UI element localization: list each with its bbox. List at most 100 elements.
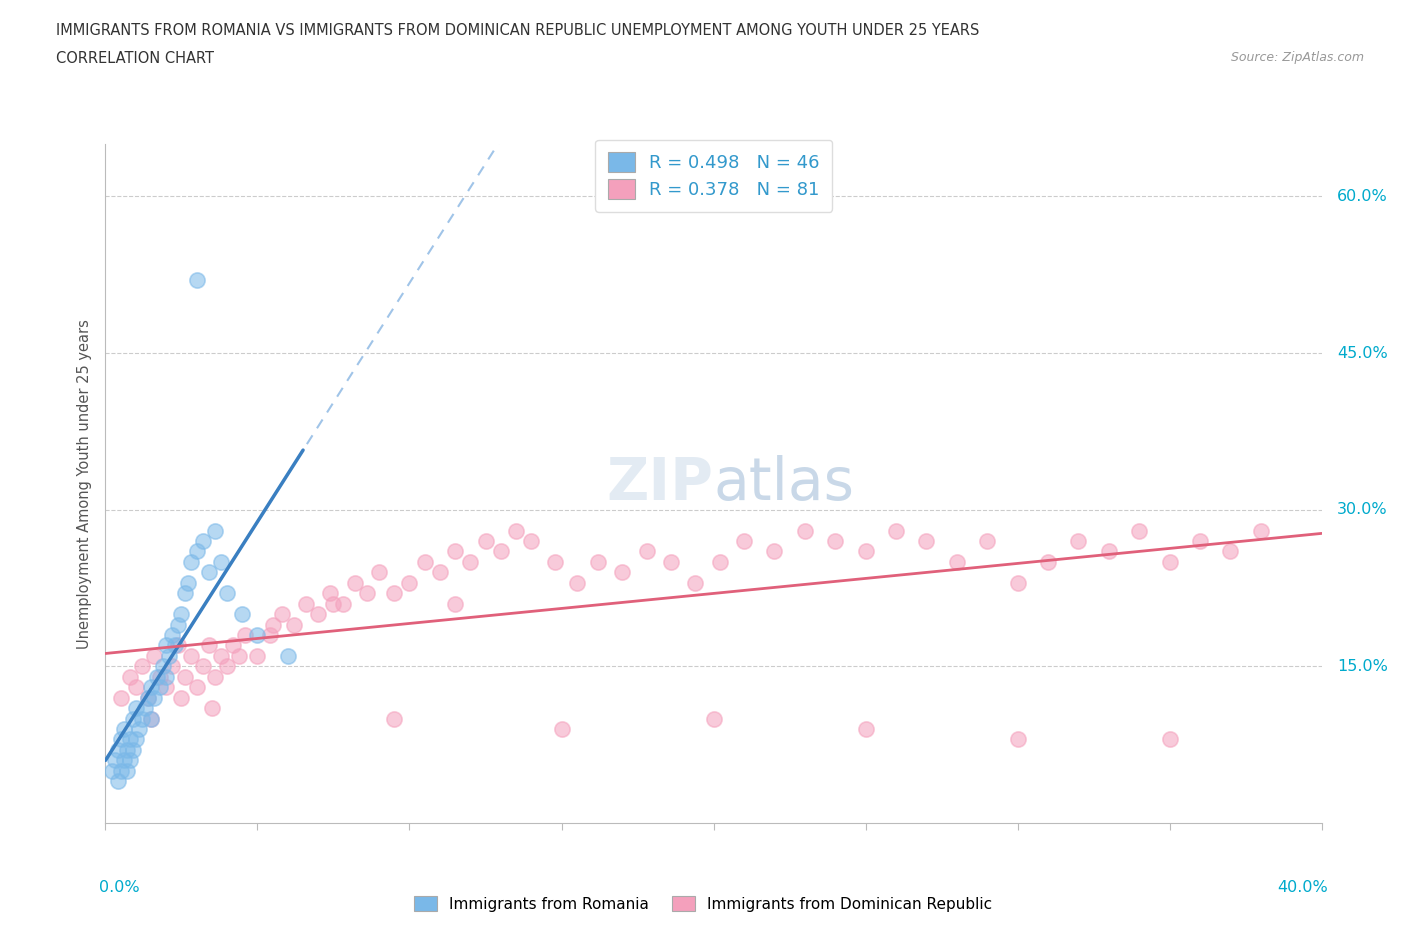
Point xyxy=(307,606,329,621)
Point xyxy=(112,722,135,737)
Point xyxy=(186,272,208,287)
Point xyxy=(855,722,877,737)
Text: 60.0%: 60.0% xyxy=(1337,189,1388,204)
Point xyxy=(217,586,239,601)
Point xyxy=(1098,544,1121,559)
Point xyxy=(246,628,269,643)
Point xyxy=(191,659,214,674)
Point xyxy=(322,596,344,611)
Point xyxy=(149,670,172,684)
Point xyxy=(458,554,481,569)
Point xyxy=(146,670,169,684)
Point xyxy=(103,753,125,768)
Point xyxy=(368,565,391,579)
Point xyxy=(382,586,405,601)
Text: CORRELATION CHART: CORRELATION CHART xyxy=(56,51,214,66)
Point xyxy=(763,544,786,559)
Point xyxy=(231,606,253,621)
Point xyxy=(733,534,755,549)
Point xyxy=(136,690,159,705)
Point xyxy=(139,711,162,726)
Text: 40.0%: 40.0% xyxy=(1277,881,1327,896)
Point xyxy=(162,659,184,674)
Point xyxy=(149,680,172,695)
Point xyxy=(165,638,187,653)
Point xyxy=(1036,554,1059,569)
Point xyxy=(612,565,634,579)
Point xyxy=(1067,534,1090,549)
Point xyxy=(259,628,281,643)
Point xyxy=(155,670,177,684)
Text: Source: ZipAtlas.com: Source: ZipAtlas.com xyxy=(1230,51,1364,64)
Point xyxy=(262,618,284,632)
Point xyxy=(709,554,731,569)
Point xyxy=(204,524,226,538)
Point xyxy=(824,534,846,549)
Text: 30.0%: 30.0% xyxy=(1337,502,1388,517)
Point xyxy=(228,648,250,663)
Point xyxy=(444,544,467,559)
Point xyxy=(167,618,190,632)
Point xyxy=(131,659,153,674)
Y-axis label: Unemployment Among Youth under 25 years: Unemployment Among Youth under 25 years xyxy=(77,319,93,648)
Point xyxy=(173,586,195,601)
Point xyxy=(110,732,132,747)
Point xyxy=(793,524,815,538)
Text: ZIP: ZIP xyxy=(606,455,713,512)
Point xyxy=(191,534,214,549)
Point xyxy=(121,742,143,757)
Point xyxy=(233,628,256,643)
Point xyxy=(186,544,208,559)
Point xyxy=(1007,732,1029,747)
Point xyxy=(157,648,180,663)
Point xyxy=(107,742,129,757)
Point xyxy=(121,711,143,726)
Point xyxy=(201,700,224,715)
Point xyxy=(131,711,153,726)
Point xyxy=(134,700,156,715)
Point xyxy=(429,565,451,579)
Point xyxy=(356,586,378,601)
Point xyxy=(162,628,184,643)
Point xyxy=(139,680,162,695)
Point xyxy=(884,524,907,538)
Point xyxy=(1159,554,1181,569)
Point xyxy=(180,648,202,663)
Point xyxy=(143,648,166,663)
Point xyxy=(155,638,177,653)
Point xyxy=(915,534,938,549)
Point xyxy=(167,638,190,653)
Point xyxy=(170,606,193,621)
Point xyxy=(636,544,658,559)
Point xyxy=(702,711,725,726)
Point xyxy=(209,648,232,663)
Point xyxy=(136,690,159,705)
Point xyxy=(128,722,150,737)
Point xyxy=(1219,544,1241,559)
Point xyxy=(685,576,707,591)
Point xyxy=(115,764,138,778)
Text: 45.0%: 45.0% xyxy=(1337,346,1388,361)
Point xyxy=(283,618,305,632)
Point xyxy=(277,648,299,663)
Point xyxy=(474,534,496,549)
Point xyxy=(1188,534,1211,549)
Point xyxy=(270,606,292,621)
Point xyxy=(444,596,467,611)
Legend: Immigrants from Romania, Immigrants from Dominican Republic: Immigrants from Romania, Immigrants from… xyxy=(408,890,998,918)
Point xyxy=(100,764,122,778)
Point xyxy=(945,554,967,569)
Point xyxy=(295,596,318,611)
Point xyxy=(520,534,543,549)
Point xyxy=(505,524,527,538)
Point xyxy=(139,711,162,726)
Point xyxy=(143,690,166,705)
Point xyxy=(118,670,141,684)
Point xyxy=(319,586,342,601)
Point xyxy=(222,638,245,653)
Point xyxy=(659,554,682,569)
Point xyxy=(176,576,198,591)
Point xyxy=(125,680,148,695)
Point xyxy=(112,753,135,768)
Point xyxy=(155,680,177,695)
